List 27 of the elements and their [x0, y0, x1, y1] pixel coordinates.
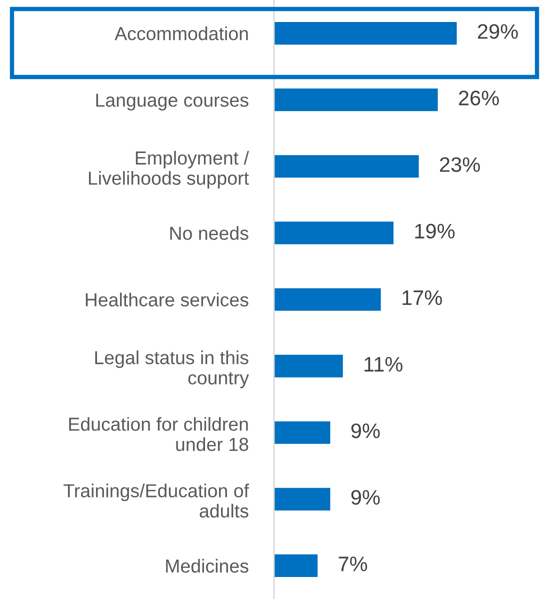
bar — [274, 353, 344, 379]
bar — [274, 87, 440, 113]
y-tick-label: Medicines — [166, 558, 248, 573]
data-label: 19% — [415, 224, 455, 239]
data-label: 23% — [440, 157, 480, 172]
bar — [274, 286, 382, 312]
bar — [274, 220, 395, 246]
y-tick-label: Healthcare services — [86, 292, 248, 306]
y-tick-label: Language courses — [96, 94, 248, 111]
bar — [274, 154, 420, 180]
data-label: 9% — [351, 423, 380, 438]
data-label: 7% — [338, 556, 368, 572]
bar — [274, 486, 332, 512]
y-tick-label: Accommodation — [114, 26, 248, 40]
data-label: 26% — [458, 90, 499, 106]
y-tick-label: Education for children under 18 — [69, 417, 248, 452]
y-tick-label: Trainings/Education of adults — [64, 484, 250, 518]
y-tick-label: No needs — [170, 226, 248, 240]
bar — [274, 20, 458, 46]
y-tick-label: Employment / Livelihoods support — [88, 150, 250, 189]
bar — [274, 553, 319, 578]
data-label: 11% — [364, 356, 402, 372]
data-label: 29% — [478, 24, 518, 39]
data-label: 17% — [402, 290, 442, 306]
y-tick-label: Legal status in this country — [95, 350, 249, 388]
data-label: 9% — [351, 490, 380, 505]
bar — [274, 420, 332, 446]
